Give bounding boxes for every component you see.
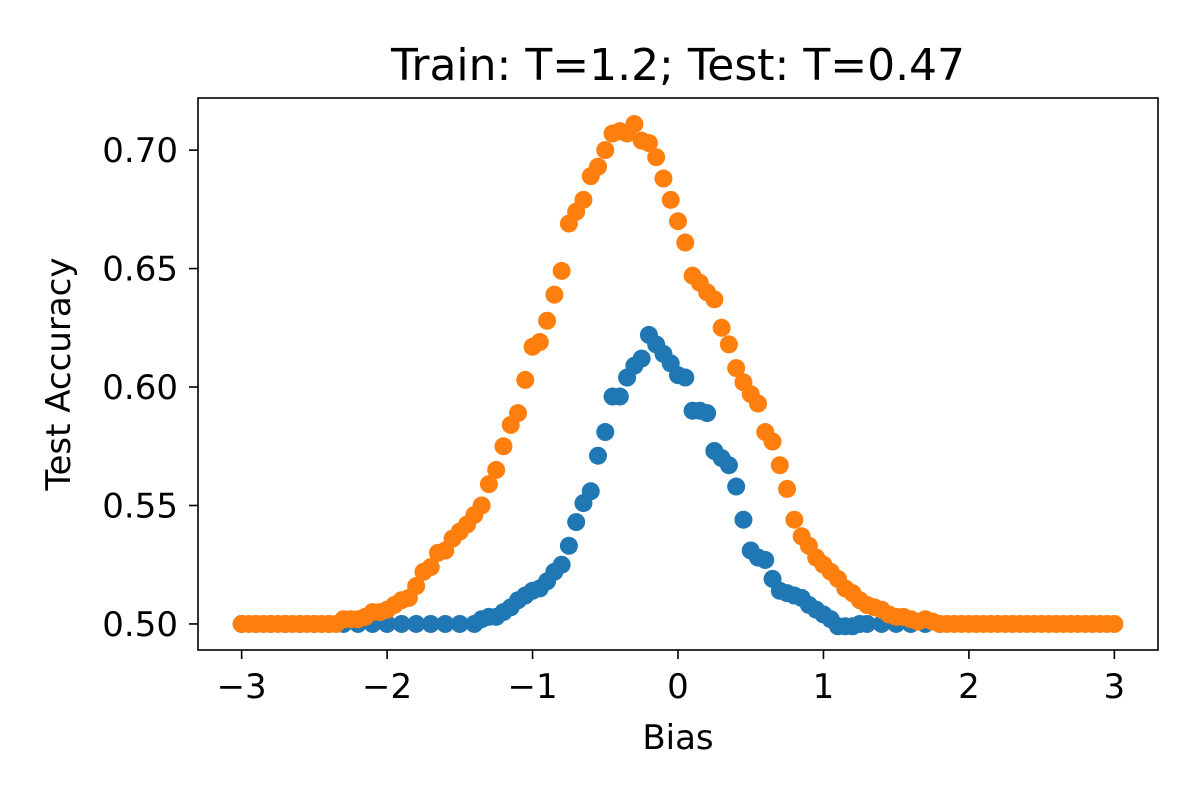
- data-point: [676, 368, 695, 387]
- data-point: [625, 115, 644, 134]
- data-point: [559, 536, 578, 555]
- data-point: [1105, 614, 1124, 633]
- data-point: [407, 614, 426, 633]
- data-point: [785, 510, 804, 529]
- data-point: [610, 387, 629, 406]
- x-tick-label: −3: [217, 667, 267, 707]
- axis-ticks: −3 −2 −1 0 1 2 3 0.50 0.55 0.60 0.65 0.70: [102, 131, 1125, 707]
- x-tick-label: −2: [362, 667, 412, 707]
- data-points: [232, 115, 1124, 636]
- data-point: [669, 212, 687, 231]
- data-point: [552, 261, 571, 280]
- data-point: [654, 169, 673, 188]
- data-point: [596, 423, 615, 442]
- data-point: [421, 614, 440, 633]
- x-tick-label: 3: [1104, 667, 1126, 707]
- data-point: [479, 475, 498, 494]
- x-tick-label: 0: [667, 667, 689, 707]
- data-point: [705, 290, 724, 309]
- data-point: [596, 141, 615, 160]
- data-point: [712, 318, 731, 337]
- data-point: [763, 432, 782, 451]
- y-tick-label: 0.70: [102, 131, 178, 171]
- y-tick-label: 0.60: [102, 368, 178, 408]
- data-point: [407, 577, 426, 596]
- data-point: [552, 555, 571, 574]
- y-tick-label: 0.65: [102, 250, 178, 290]
- data-point: [639, 134, 658, 153]
- data-point: [676, 233, 695, 252]
- data-point: [545, 285, 564, 304]
- data-point: [538, 311, 557, 330]
- series-2: [232, 115, 1124, 633]
- data-point: [530, 333, 549, 352]
- data-point: [450, 614, 469, 633]
- data-point: [719, 335, 738, 354]
- x-tick-label: 1: [813, 667, 835, 707]
- x-tick-label: −1: [507, 667, 557, 707]
- data-point: [567, 513, 586, 532]
- data-point: [858, 614, 877, 633]
- data-point: [421, 558, 440, 577]
- data-point: [392, 614, 411, 633]
- data-point: [661, 190, 680, 209]
- data-point: [509, 404, 527, 423]
- y-axis-label: Test Accuracy: [39, 258, 79, 492]
- data-point: [574, 190, 593, 209]
- data-point: [581, 482, 600, 501]
- chart-title: Train: T=1.2; Test: T=0.47: [390, 40, 965, 91]
- x-tick-label: 2: [958, 667, 980, 707]
- x-axis-label: Bias: [642, 718, 713, 758]
- data-point: [632, 349, 651, 368]
- data-point: [756, 550, 775, 569]
- data-point: [734, 510, 753, 529]
- data-point: [436, 614, 455, 633]
- plot-frame: [197, 97, 1159, 651]
- data-point: [589, 446, 607, 465]
- data-point: [727, 477, 746, 496]
- data-point: [589, 157, 607, 176]
- data-point: [698, 404, 717, 423]
- data-point: [770, 456, 789, 475]
- y-tick-label: 0.50: [102, 605, 178, 645]
- data-point: [494, 437, 513, 456]
- data-point: [719, 456, 738, 475]
- data-point: [778, 479, 797, 498]
- data-point: [472, 496, 491, 515]
- data-point: [647, 148, 666, 167]
- y-tick-label: 0.55: [102, 486, 178, 526]
- data-point: [487, 460, 506, 479]
- data-point: [516, 370, 535, 389]
- data-point: [749, 394, 767, 413]
- data-point: [727, 359, 746, 378]
